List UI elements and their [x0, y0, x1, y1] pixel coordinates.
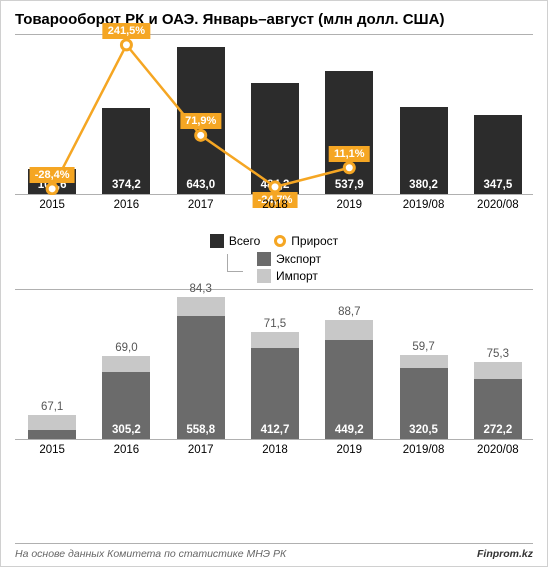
x-axis-label: 2018 — [245, 444, 305, 456]
bottom-chart: 42,567,1305,269,0558,884,3412,771,5449,2… — [15, 289, 533, 469]
x-axis-label: 2020/08 — [468, 199, 528, 211]
x-axis-label: 2019/08 — [394, 444, 454, 456]
legend-total-swatch — [210, 234, 224, 248]
legend-export-swatch — [257, 252, 271, 266]
import-label: 75,3 — [474, 348, 522, 360]
import-label: 59,7 — [400, 341, 448, 353]
total-bar: 537,9 — [325, 71, 373, 194]
x-axis-label: 2015 — [22, 444, 82, 456]
legend-import: Импорт — [257, 269, 321, 283]
export-label: 412,7 — [251, 424, 299, 436]
stacked-bar: 305,269,0 — [102, 356, 150, 439]
footer: На основе данных Комитета по статистике … — [15, 543, 533, 560]
export-label: 558,8 — [177, 424, 225, 436]
stacked-bar: 412,771,5 — [251, 332, 299, 439]
x-axis-label: 2017 — [171, 444, 231, 456]
x-axis-label: 2018 — [245, 199, 305, 211]
footer-brand: Finprom.kz — [477, 548, 533, 560]
total-bar-label: 374,2 — [102, 179, 150, 191]
growth-label: 71,9% — [180, 113, 221, 129]
legend-growth-marker — [274, 235, 286, 247]
export-label: 305,2 — [102, 424, 150, 436]
import-label: 69,0 — [102, 342, 150, 354]
x-axis-label: 2016 — [96, 199, 156, 211]
x-axis-label: 2019 — [319, 444, 379, 456]
export-label: 320,5 — [400, 424, 448, 436]
export-label: 449,2 — [325, 424, 373, 436]
stacked-bar: 558,884,3 — [177, 297, 225, 439]
legend-growth-label: Прирост — [291, 234, 338, 248]
import-label: 84,3 — [177, 283, 225, 295]
growth-label: 11,1% — [329, 146, 370, 162]
total-bar: 484,2 — [251, 83, 299, 194]
growth-label: 241,5% — [103, 23, 150, 39]
legend-total-label: Всего — [229, 234, 260, 248]
stacked-bar: 449,288,7 — [325, 320, 373, 439]
stacked-bar: 320,559,7 — [400, 355, 448, 439]
total-bar: 374,2 — [102, 108, 150, 194]
total-bar-label: 537,9 — [325, 179, 373, 191]
x-axis-label: 2019/08 — [394, 199, 454, 211]
export-label: 272,2 — [474, 424, 522, 436]
legend: Всего Прирост Экспорт Импорт — [1, 234, 547, 283]
legend-export-label: Экспорт — [276, 252, 321, 266]
total-bar-label: 380,2 — [400, 179, 448, 191]
chart-container: Товарооборот РК и ОАЭ. Январь–август (мл… — [0, 0, 548, 567]
legend-export: Экспорт — [257, 252, 321, 266]
x-axis-label: 2016 — [96, 444, 156, 456]
import-label: 71,5 — [251, 318, 299, 330]
import-label: 67,1 — [28, 401, 76, 413]
footer-source: На основе данных Комитета по статистике … — [15, 548, 286, 560]
x-axis-label: 2019 — [319, 199, 379, 211]
stacked-bar: 42,567,1 — [28, 415, 76, 439]
total-bar-label: 347,5 — [474, 179, 522, 191]
total-bar-label: 643,0 — [177, 179, 225, 191]
legend-bracket-icon — [227, 254, 243, 272]
total-bar: 380,2 — [400, 107, 448, 194]
legend-import-swatch — [257, 269, 271, 283]
total-bar-label: 484,2 — [251, 179, 299, 191]
legend-growth: Прирост — [274, 234, 338, 248]
chart-title: Товарооборот РК и ОАЭ. Январь–август (мл… — [1, 1, 547, 34]
legend-import-label: Импорт — [276, 269, 318, 283]
x-axis-label: 2015 — [22, 199, 82, 211]
legend-total: Всего — [210, 234, 260, 248]
total-bar: 347,5 — [474, 115, 522, 194]
x-axis-label: 2017 — [171, 199, 231, 211]
stacked-bar: 272,275,3 — [474, 362, 522, 439]
growth-label: -28,4% — [30, 167, 75, 183]
import-label: 88,7 — [325, 306, 373, 318]
x-axis-label: 2020/08 — [468, 444, 528, 456]
top-chart: 109,6374,2643,0484,2537,9380,2347,5-28,4… — [15, 34, 533, 224]
